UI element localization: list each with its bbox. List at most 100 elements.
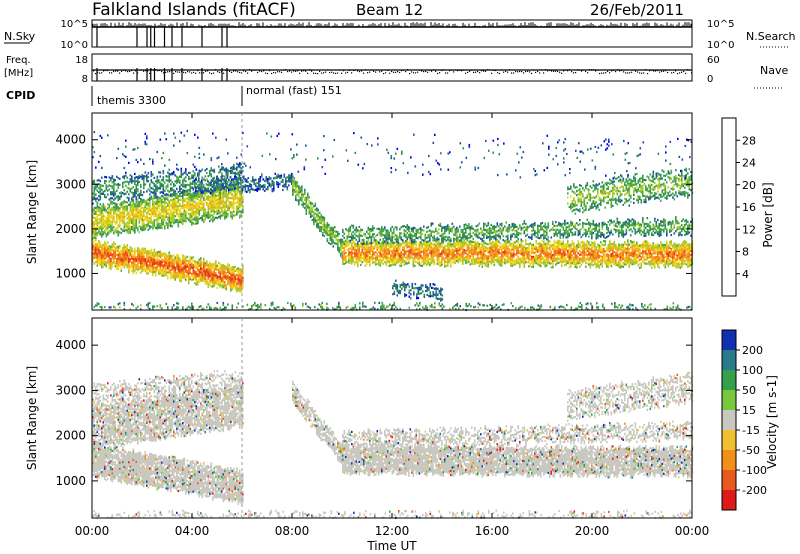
range-gate-cell	[236, 193, 238, 196]
range-gate-cell	[426, 243, 428, 246]
range-gate-cell	[183, 203, 186, 206]
range-gate-cell	[242, 194, 244, 198]
range-gate-cell	[141, 259, 144, 262]
range-gate-cell	[225, 276, 228, 279]
range-gate-cell	[191, 219, 193, 222]
range-gate-cell	[207, 269, 210, 272]
range-gate-cell	[161, 272, 163, 275]
range-gate-cell	[137, 265, 139, 268]
range-gate-cell	[293, 177, 296, 180]
range-gate-cell	[135, 192, 138, 195]
range-gate-cell	[176, 208, 178, 212]
range-gate-cell	[99, 259, 102, 262]
range-gate-cell	[150, 260, 153, 263]
range-gate-cell	[111, 215, 114, 218]
range-gate-cell	[92, 220, 94, 223]
range-gate-cell	[195, 178, 197, 181]
range-gate-cell	[239, 192, 241, 195]
range-gate-cell	[113, 188, 115, 191]
range-gate-cell	[445, 256, 448, 259]
range-gate-cell	[143, 185, 145, 188]
range-gate-cell	[462, 246, 464, 249]
range-gate-cell	[358, 252, 361, 255]
range-gate-cell	[164, 205, 166, 208]
range-gate-cell	[125, 215, 127, 218]
freq-dot	[527, 70, 529, 72]
range-gate-cell	[153, 250, 156, 253]
range-gate-cell	[177, 260, 180, 263]
range-gate-cell	[448, 255, 451, 258]
range-gate-cell	[222, 168, 225, 171]
range-gate-cell	[240, 278, 243, 281]
range-gate-cell	[237, 275, 240, 278]
range-gate-cell	[426, 251, 428, 254]
range-gate-cell	[173, 198, 175, 201]
freq-dot	[399, 71, 401, 74]
range-gate-cell	[450, 259, 452, 262]
range-gate-cell	[450, 253, 452, 256]
range-gate-cell	[123, 193, 126, 196]
range-gate-cell	[143, 179, 145, 182]
range-gate-cell	[454, 241, 457, 245]
range-gate-cell	[203, 212, 205, 215]
range-gate-cell	[188, 188, 190, 192]
range-gate-cell	[107, 203, 109, 206]
range-gate-cell	[110, 267, 112, 270]
range-gate-cell	[203, 214, 205, 217]
range-gate-cell	[93, 232, 96, 235]
range-gate-cell	[146, 260, 148, 263]
range-gate-cell	[239, 214, 241, 217]
freq-dot	[595, 70, 597, 72]
range-gate-cell	[239, 210, 241, 213]
range-gate-cell	[447, 254, 449, 257]
range-gate-cell	[271, 188, 274, 191]
freq-dot	[665, 70, 667, 72]
range-gate-cell	[212, 265, 214, 268]
range-gate-cell	[156, 179, 159, 182]
range-gate-cell	[117, 257, 120, 260]
range-gate-cell	[229, 182, 232, 185]
range-gate-cell	[349, 259, 352, 262]
range-gate-cell	[211, 191, 214, 194]
range-gate-cell	[444, 257, 446, 260]
range-gate-cell	[134, 192, 136, 196]
range-gate-cell	[101, 209, 103, 212]
range-gate-cell	[176, 175, 178, 178]
range-gate-cell	[239, 280, 241, 283]
range-gate-cell	[430, 248, 433, 251]
range-gate-cell	[424, 242, 427, 245]
range-gate-cell	[233, 167, 235, 171]
range-gate-cell	[435, 252, 437, 255]
range-gate-cell	[293, 181, 296, 184]
freq-dot	[333, 72, 335, 74]
range-gate-cell	[93, 216, 96, 219]
range-gate-cell	[137, 201, 139, 204]
range-gate-cell	[104, 219, 106, 222]
range-gate-cell	[433, 247, 436, 250]
range-gate-cell	[462, 250, 464, 253]
range-gate-cell	[201, 168, 204, 171]
range-gate-cell	[96, 262, 99, 265]
range-gate-cell	[236, 268, 238, 271]
range-gate-cell	[424, 262, 427, 265]
range-gate-cell	[150, 173, 153, 176]
range-gate-cell	[155, 190, 157, 193]
range-gate-cell	[141, 227, 144, 230]
range-gate-cell	[394, 255, 397, 258]
range-gate-cell	[200, 263, 202, 266]
range-gate-cell	[158, 216, 160, 219]
range-gate-cell	[200, 275, 202, 278]
range-gate-cell	[99, 251, 102, 254]
range-gate-cell	[299, 196, 302, 200]
range-gate-cell	[102, 203, 105, 206]
range-gate-cell	[228, 196, 231, 200]
range-gate-cell	[156, 199, 159, 202]
range-gate-cell	[167, 179, 169, 182]
range-gate-cell	[316, 221, 318, 224]
range-gate-cell	[304, 196, 306, 199]
range-gate-cell	[397, 259, 400, 262]
range-gate-cell	[99, 217, 102, 220]
range-gate-cell	[153, 213, 156, 216]
range-gate-cell	[302, 195, 305, 198]
range-gate-cell	[293, 185, 296, 188]
